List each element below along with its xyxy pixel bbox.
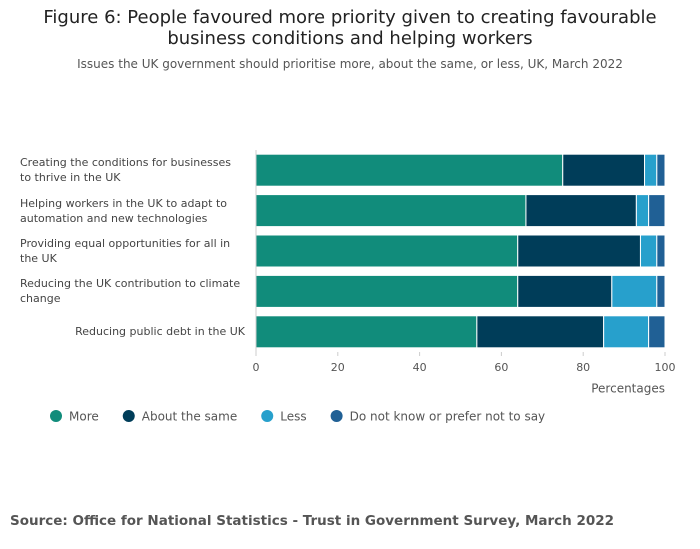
bar-segment: [648, 194, 666, 228]
bar-segment: [611, 274, 658, 308]
legend-label: Do not know or prefer not to say: [350, 410, 546, 424]
category-label: Providing equal opportunities for all in…: [20, 237, 231, 265]
bar-segment: [648, 315, 666, 349]
x-axis-title: Percentages: [591, 382, 665, 396]
bar-segment: [255, 274, 519, 308]
bar-segment: [476, 315, 605, 349]
x-tick-label: 40: [413, 361, 427, 374]
category-label: Creating the conditions for businesses t…: [20, 156, 231, 185]
bar-segment: [255, 234, 519, 268]
legend-marker: [330, 410, 343, 422]
legend-label: More: [69, 410, 99, 424]
chart-subtitle: Issues the UK government should prioriti…: [77, 57, 623, 71]
category-label: Helping workers in the UK to adapt to au…: [20, 196, 228, 225]
category-label: Reducing public debt in the UK: [75, 325, 245, 339]
source: Source: Office for National Statistics -…: [10, 513, 615, 529]
bar-segment: [639, 234, 658, 268]
legend-marker: [122, 410, 135, 422]
bar-segment: [603, 315, 650, 349]
bar-segment: [255, 153, 564, 187]
x-tick-label: 0: [253, 361, 260, 374]
bar-segment: [562, 153, 646, 187]
category-label: Reducing the UK contribution to climate …: [20, 277, 241, 306]
x-tick-label: 20: [331, 361, 345, 374]
x-tick-label: 60: [494, 361, 508, 374]
x-tick-label: 100: [655, 361, 676, 374]
bar-segment: [517, 274, 613, 308]
legend-marker: [261, 410, 274, 422]
chart-title: Figure 6: People favoured more priority …: [43, 7, 657, 49]
legend-label: About the same: [142, 410, 237, 424]
bar-segment: [644, 153, 658, 187]
bar-segment: [656, 274, 666, 308]
bar-segment: [656, 234, 666, 268]
x-tick-label: 80: [576, 361, 590, 374]
bar-segment: [255, 194, 527, 228]
bar-segment: [255, 315, 478, 349]
legend-label: Less: [280, 410, 306, 424]
legend-marker: [50, 410, 62, 422]
bar-segment: [635, 194, 650, 228]
bar-segment: [525, 194, 637, 228]
bar-segment: [656, 153, 666, 187]
bar-segment: [517, 234, 641, 268]
